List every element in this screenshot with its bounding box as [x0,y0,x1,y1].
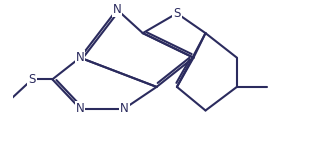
Text: N: N [120,102,129,115]
Text: N: N [76,51,85,64]
Text: S: S [29,73,36,86]
Text: N: N [112,3,121,16]
Text: N: N [76,102,85,115]
Text: S: S [173,7,180,20]
